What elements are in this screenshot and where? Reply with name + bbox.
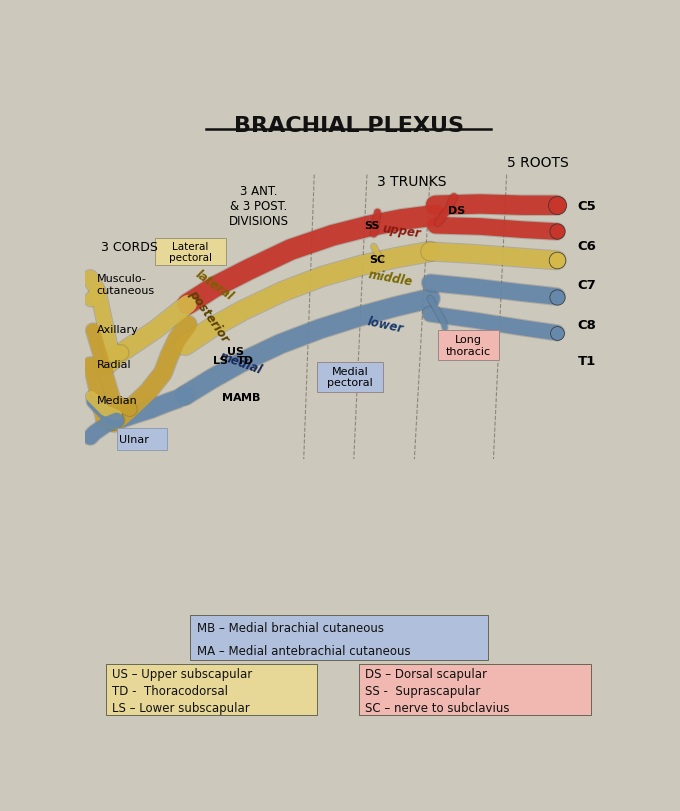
Text: T1: T1 bbox=[578, 354, 596, 367]
Text: BRACHIAL PLEXUS: BRACHIAL PLEXUS bbox=[233, 116, 464, 136]
FancyBboxPatch shape bbox=[317, 362, 383, 392]
Text: LS – Lower subscapular: LS – Lower subscapular bbox=[112, 702, 250, 714]
Text: MA – Medial antebrachial cutaneous: MA – Medial antebrachial cutaneous bbox=[197, 644, 410, 657]
Text: DS: DS bbox=[448, 206, 465, 216]
Text: 3 TRUNKS: 3 TRUNKS bbox=[377, 174, 447, 189]
Text: middle: middle bbox=[367, 268, 414, 289]
Text: posterior: posterior bbox=[186, 287, 232, 345]
Text: SS -  Suprascapular: SS - Suprascapular bbox=[365, 684, 481, 697]
FancyBboxPatch shape bbox=[106, 664, 317, 715]
Text: upper: upper bbox=[381, 222, 422, 240]
Text: Medial
pectoral: Medial pectoral bbox=[327, 367, 373, 388]
Text: Radial: Radial bbox=[97, 359, 131, 370]
FancyBboxPatch shape bbox=[190, 616, 488, 661]
Text: SC: SC bbox=[369, 255, 386, 264]
Text: 5 ROOTS: 5 ROOTS bbox=[507, 156, 569, 169]
Text: TD: TD bbox=[237, 356, 254, 366]
Text: C5: C5 bbox=[578, 200, 596, 213]
Text: C8: C8 bbox=[578, 319, 596, 332]
FancyBboxPatch shape bbox=[117, 428, 167, 451]
Text: LS: LS bbox=[214, 356, 228, 366]
FancyBboxPatch shape bbox=[359, 664, 591, 715]
Text: MA: MA bbox=[222, 392, 241, 402]
Text: TD -  Thoracodorsal: TD - Thoracodorsal bbox=[112, 684, 228, 697]
Text: 3 ANT.
& 3 POST.
DIVISIONS: 3 ANT. & 3 POST. DIVISIONS bbox=[229, 185, 289, 228]
Text: US – Upper subscapular: US – Upper subscapular bbox=[112, 667, 253, 680]
Text: lower: lower bbox=[366, 315, 405, 335]
Text: Median: Median bbox=[97, 395, 137, 406]
FancyBboxPatch shape bbox=[154, 239, 226, 265]
Text: SC – nerve to subclavius: SC – nerve to subclavius bbox=[365, 702, 510, 714]
Text: C6: C6 bbox=[578, 239, 596, 252]
Text: SS: SS bbox=[364, 221, 380, 230]
Text: Long
thoracic: Long thoracic bbox=[446, 335, 491, 357]
Text: Lateral
pectoral: Lateral pectoral bbox=[169, 242, 212, 263]
Text: MB – Medial brachial cutaneous: MB – Medial brachial cutaneous bbox=[197, 621, 384, 634]
Text: C7: C7 bbox=[578, 278, 596, 291]
FancyBboxPatch shape bbox=[438, 331, 498, 361]
Text: Ulnar: Ulnar bbox=[119, 435, 149, 444]
Text: DS – Dorsal scapular: DS – Dorsal scapular bbox=[365, 667, 488, 680]
Text: Axillary: Axillary bbox=[97, 324, 138, 335]
Text: Musculo-
cutaneous: Musculo- cutaneous bbox=[97, 274, 155, 295]
Text: medial: medial bbox=[218, 349, 264, 376]
Text: US: US bbox=[226, 346, 243, 357]
Text: 3 CORDS: 3 CORDS bbox=[101, 241, 158, 254]
Text: MB: MB bbox=[241, 392, 260, 402]
Text: lateral: lateral bbox=[192, 267, 235, 303]
